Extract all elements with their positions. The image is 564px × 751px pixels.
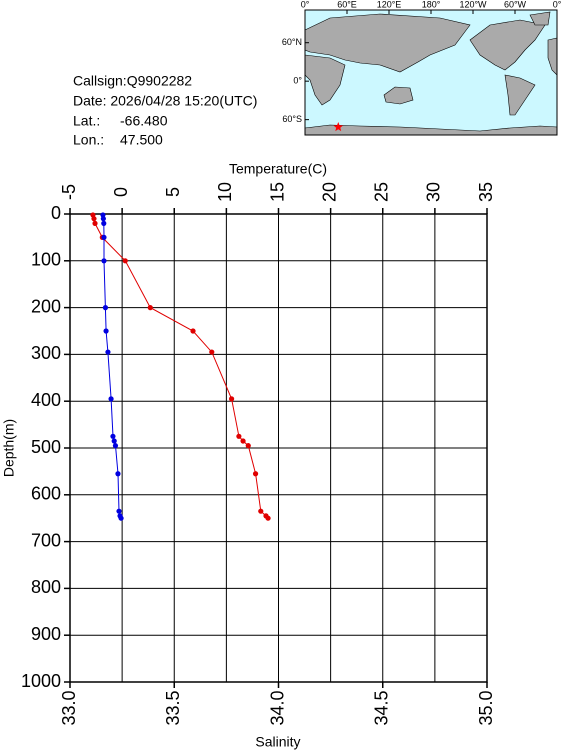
map-lon-label: 120°W <box>459 0 487 9</box>
y-tick-label: 100 <box>31 250 61 270</box>
profile-point <box>101 234 107 240</box>
profile-point <box>209 349 215 355</box>
profile-point <box>236 433 242 439</box>
float-position <box>333 122 343 132</box>
map-lon-label: 0° <box>553 0 562 9</box>
map-lat-label: 60°S <box>282 114 302 124</box>
top-tick-label: 15 <box>267 182 287 202</box>
profile-point <box>265 515 271 521</box>
profile-point <box>103 328 109 334</box>
y-tick-label: 0 <box>51 203 61 223</box>
top-tick-label: 5 <box>163 187 183 197</box>
profile-point <box>111 438 117 444</box>
y-tick-label: 200 <box>31 296 61 316</box>
top-tick-label: 20 <box>319 182 339 202</box>
profile-point <box>110 433 116 439</box>
top-tick-label: -5 <box>59 184 79 200</box>
map-lon-label: 0° <box>301 0 310 9</box>
bottom-tick-label: 34.5 <box>372 690 392 725</box>
lat-value: -66.480 <box>120 113 168 129</box>
lon-label: Lon.: <box>73 132 104 148</box>
profile-point <box>147 305 153 311</box>
callsign: Callsign:Q9902282 <box>73 73 192 89</box>
map-lat-label: 60°N <box>282 37 302 47</box>
profile-line <box>92 214 269 519</box>
profile-point <box>101 220 107 226</box>
date: Date: 2026/04/28 15:20(UTC) <box>73 93 257 109</box>
y-axis-title: Depth(m) <box>1 419 17 477</box>
y-tick-label: 300 <box>31 343 61 363</box>
top-tick-label: 10 <box>215 182 235 202</box>
lon-value: 47.500 <box>120 132 163 148</box>
top-tick-label: 35 <box>476 182 496 202</box>
profile-line <box>102 214 122 519</box>
bottom-tick-label: 34.0 <box>267 690 287 725</box>
map-lon-label: 120°E <box>377 0 402 9</box>
profile-point <box>122 258 128 264</box>
top-axis-title: Temperature(C) <box>229 161 327 177</box>
top-tick-label: 25 <box>372 182 392 202</box>
y-tick-label: 800 <box>31 577 61 597</box>
profile-point <box>91 216 97 222</box>
map <box>304 9 558 136</box>
profile-point <box>102 305 109 311</box>
profile-point <box>258 508 264 514</box>
bottom-tick-label: 35.0 <box>476 690 496 725</box>
profile-point <box>118 515 124 521</box>
top-tick-label: 0 <box>111 187 131 197</box>
profile-point <box>190 328 196 334</box>
map-lat-label: 0° <box>293 76 302 86</box>
profile-point <box>108 396 114 402</box>
top-tick-label: 30 <box>424 182 444 202</box>
y-tick-label: 900 <box>31 624 61 644</box>
profile-point <box>92 220 98 226</box>
bottom-axis-title: Salinity <box>255 734 300 750</box>
plot-frame <box>69 213 488 683</box>
map-lon-label: 60°W <box>504 0 527 9</box>
profile-point <box>100 216 106 222</box>
map-lon-label: 180° <box>422 0 441 9</box>
profile-point <box>105 349 111 355</box>
bottom-tick-label: 33.0 <box>59 690 79 725</box>
profile-point <box>101 258 107 264</box>
profile-point <box>245 443 251 449</box>
y-tick-label: 400 <box>31 390 61 410</box>
profile-point <box>252 471 259 477</box>
map-lon-label: 60°E <box>337 0 357 9</box>
y-tick-label: 600 <box>31 484 61 504</box>
lat-label: Lat.: <box>73 113 100 129</box>
profile-point <box>115 471 121 477</box>
profile-point <box>240 438 246 444</box>
profile-point <box>228 396 235 402</box>
profile-point <box>112 443 119 449</box>
y-tick-label: 500 <box>31 437 61 457</box>
y-tick-label: 1000 <box>21 671 61 691</box>
profile-point <box>116 508 122 514</box>
y-tick-label: 700 <box>31 530 61 550</box>
bottom-tick-label: 33.5 <box>163 690 183 725</box>
land <box>304 11 558 136</box>
